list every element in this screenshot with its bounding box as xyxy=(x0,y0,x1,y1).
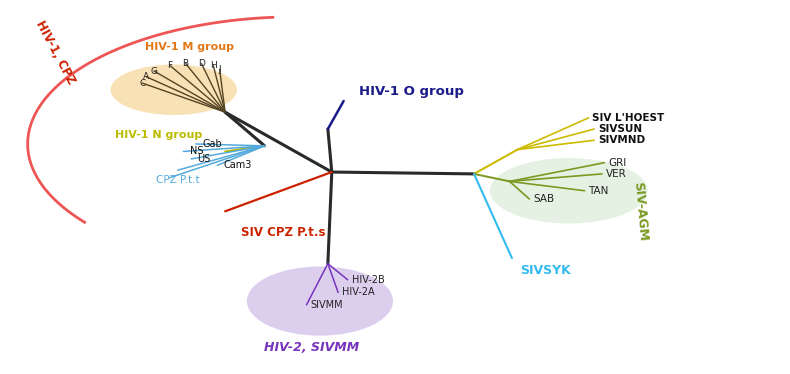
Text: HIV-2, SIVMM: HIV-2, SIVMM xyxy=(265,341,359,355)
Text: HIV-2B: HIV-2B xyxy=(352,275,384,285)
Text: CPZ P.t.t: CPZ P.t.t xyxy=(156,175,200,184)
Text: B: B xyxy=(182,59,189,68)
Text: SIVSYK: SIVSYK xyxy=(520,264,570,277)
Text: Gab: Gab xyxy=(202,139,222,149)
Text: SIV-AGM: SIV-AGM xyxy=(631,181,649,242)
Text: TAN: TAN xyxy=(589,186,609,196)
Text: A: A xyxy=(143,72,149,81)
Text: SIVSUN: SIVSUN xyxy=(598,124,642,134)
Text: Cam3: Cam3 xyxy=(224,160,252,170)
Ellipse shape xyxy=(490,158,648,224)
Text: D: D xyxy=(198,59,205,68)
Text: SIVMM: SIVMM xyxy=(310,300,343,310)
Text: HIV-2A: HIV-2A xyxy=(342,288,374,297)
Text: HIV-1, CPZ: HIV-1, CPZ xyxy=(33,18,77,86)
Text: GRI: GRI xyxy=(608,158,626,168)
Ellipse shape xyxy=(111,64,237,115)
Text: J: J xyxy=(218,65,221,74)
Text: HIV-1 N group: HIV-1 N group xyxy=(115,130,201,140)
Text: SIV CPZ P.t.s: SIV CPZ P.t.s xyxy=(241,226,325,239)
Text: HIV-1 O group: HIV-1 O group xyxy=(359,85,465,98)
Text: F: F xyxy=(167,61,172,70)
Text: SIVMND: SIVMND xyxy=(598,135,645,145)
Text: HIV-1 M group: HIV-1 M group xyxy=(145,42,234,52)
Text: US: US xyxy=(198,154,211,164)
Text: G: G xyxy=(151,67,157,76)
Text: NS: NS xyxy=(190,147,203,156)
Text: C: C xyxy=(139,79,145,88)
Text: H: H xyxy=(210,61,216,70)
Text: SAB: SAB xyxy=(533,194,555,204)
Text: SIV L'HOEST: SIV L'HOEST xyxy=(592,113,664,123)
Text: VER: VER xyxy=(606,169,626,179)
Ellipse shape xyxy=(247,266,393,336)
